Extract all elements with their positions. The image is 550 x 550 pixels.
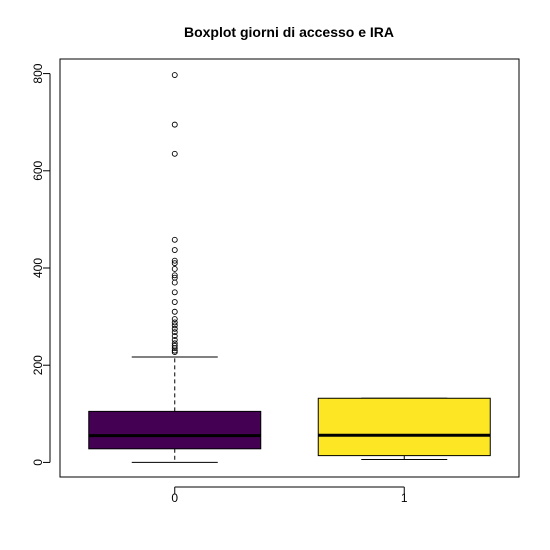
outlier-point: [171, 266, 178, 272]
iqr-box: [317, 397, 491, 457]
x-tick-label: 1: [401, 491, 408, 505]
box-group-0: [88, 72, 262, 463]
outlier-point: [171, 236, 178, 243]
outlier-point: [171, 247, 178, 253]
y-tick-label: 600: [31, 160, 45, 180]
chart-title: Boxplot giorni di accesso e IRA: [184, 24, 394, 40]
outlier-point: [171, 322, 178, 329]
y-tick-label: 400: [31, 258, 45, 278]
box-group-1: [317, 397, 491, 461]
outlier-point: [171, 349, 178, 356]
outlier-point: [171, 308, 178, 315]
x-tick-label: 0: [171, 491, 178, 505]
outlier-point: [171, 72, 178, 78]
plot-frame: [59, 58, 520, 478]
outlier-point: [171, 325, 178, 332]
y-tick-label: 200: [31, 355, 45, 375]
outlier-point: [171, 299, 178, 305]
outlier-point: [171, 316, 178, 322]
outlier-point: [171, 257, 178, 264]
outlier-point: [171, 272, 178, 279]
outlier-point: [171, 319, 178, 326]
outlier-point: [171, 150, 178, 157]
outlier-point: [171, 121, 178, 128]
iqr-box: [88, 410, 262, 450]
y-tick-label: 0: [31, 459, 45, 466]
outlier-point: [171, 329, 178, 336]
outlier-point: [171, 289, 178, 296]
outlier-point: [171, 260, 178, 267]
outlier-point: [171, 345, 178, 352]
outlier-point: [171, 336, 178, 343]
y-tick-label: 800: [31, 63, 45, 83]
outlier-point: [171, 279, 178, 286]
boxes-layer: [88, 72, 491, 463]
y-axis: 0 200 400 600 800: [31, 63, 51, 466]
outlier-point: [171, 333, 178, 339]
